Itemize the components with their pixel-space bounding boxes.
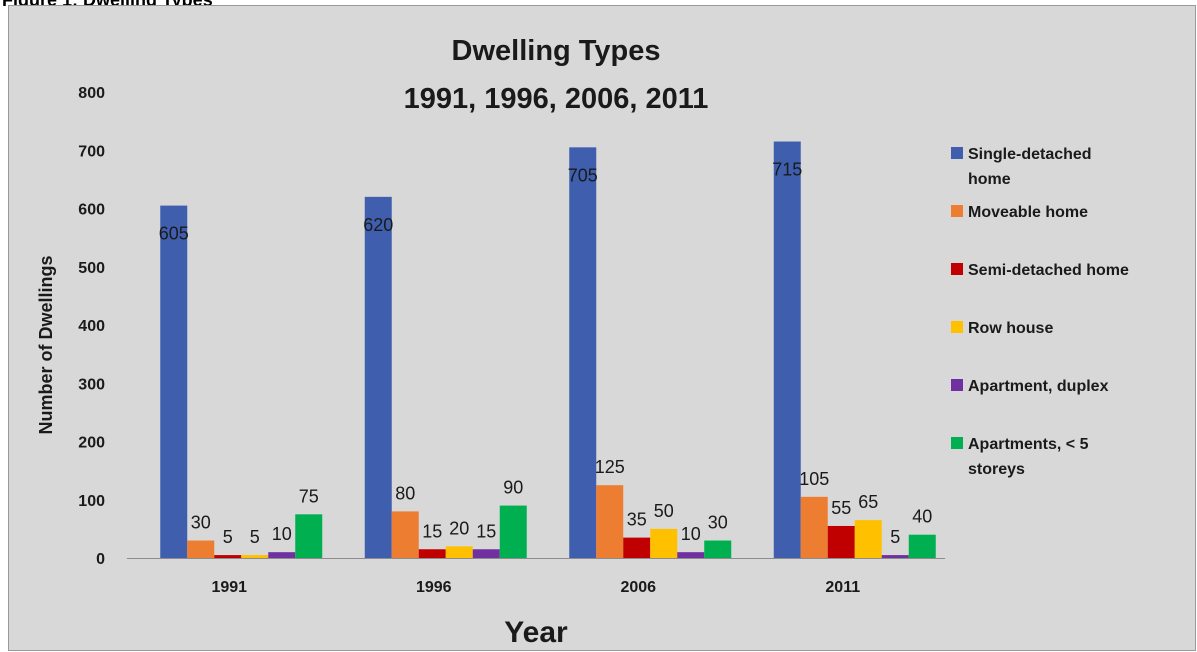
data-label: 30 (708, 513, 728, 533)
legend-item: Single-detached home (951, 146, 1092, 188)
legend-swatch (951, 437, 963, 449)
bar (773, 141, 801, 558)
data-label: 90 (503, 478, 523, 498)
bar (472, 549, 500, 558)
data-label: 50 (654, 501, 674, 521)
legend-label: storeys (968, 461, 1025, 478)
chart-title-line: 1991, 1996, 2006, 2011 (404, 83, 709, 115)
data-label: 105 (799, 469, 829, 489)
legend-item: Apartment, duplex (951, 378, 1109, 395)
data-label: 15 (476, 521, 496, 541)
data-label: 715 (772, 160, 802, 180)
data-label: 705 (568, 165, 598, 185)
data-label: 20 (449, 518, 469, 538)
bar-series-group (160, 141, 936, 558)
data-label: 35 (627, 510, 647, 530)
chart-title-line: Dwelling Types (452, 35, 661, 67)
bar (295, 514, 323, 558)
dwelling-types-chart: Dwelling Types 1991, 1996, 2006, 2011 0 10… (36, 35, 1129, 649)
x-tick-label: 2011 (825, 579, 860, 596)
legend-label: home (968, 171, 1011, 188)
bar (241, 555, 269, 558)
legend-swatch (951, 379, 963, 391)
data-label: 55 (831, 498, 851, 518)
y-tick-label: 0 (96, 551, 105, 568)
bar (596, 485, 624, 558)
data-label: 30 (191, 513, 211, 533)
x-tick-label: 1996 (416, 579, 452, 596)
bar (650, 528, 678, 558)
bar (160, 205, 188, 558)
legend-label: Moveable home (968, 204, 1088, 221)
y-tick-label: 500 (78, 260, 105, 277)
legend-swatch (951, 321, 963, 333)
x-axis: 1991 1996 2006 2011 Year (127, 558, 945, 649)
y-tick-label: 200 (78, 435, 105, 452)
legend-swatch (951, 263, 963, 275)
bar (364, 196, 392, 558)
bar (623, 537, 651, 558)
data-label: 65 (858, 492, 878, 512)
legend-label: Row house (968, 320, 1053, 337)
data-label: 75 (299, 486, 319, 506)
legend-item: Apartments, < 5 storeys (951, 436, 1089, 478)
bar (881, 555, 909, 558)
bar (418, 549, 446, 558)
data-label: 10 (272, 524, 292, 544)
y-tick-label: 600 (78, 202, 105, 219)
data-label: 605 (159, 224, 189, 244)
legend-item: Row house (951, 320, 1053, 337)
data-label: 15 (422, 521, 442, 541)
y-tick-label: 100 (78, 493, 105, 510)
bar (704, 540, 732, 558)
data-label: 5 (890, 527, 900, 547)
legend-item: Moveable home (951, 204, 1088, 221)
chart-title: Dwelling Types 1991, 1996, 2006, 2011 (404, 35, 709, 115)
data-label: 5 (250, 527, 260, 547)
data-label: 40 (912, 507, 932, 527)
bar (268, 552, 296, 558)
y-axis-title: Number of Dwellings (36, 255, 56, 434)
bar (187, 540, 215, 558)
x-tick-label: 1991 (211, 579, 247, 596)
y-axis: 0 100 200 300 400 500 600 700 800 Number of Dwell… (36, 85, 105, 568)
y-tick-label: 300 (78, 376, 105, 393)
legend-label: Semi-detached home (968, 262, 1129, 279)
legend-label: Single-detached (968, 146, 1092, 163)
legend: Single-detached home Moveable home Semi-det… (951, 146, 1129, 478)
data-label: 5 (223, 527, 233, 547)
data-label: 10 (681, 524, 701, 544)
bar (569, 147, 597, 558)
legend-label: Apartment, duplex (968, 378, 1109, 395)
bar (800, 496, 828, 558)
bar (908, 534, 936, 558)
x-tick-label: 2006 (620, 579, 656, 596)
x-axis-title: Year (504, 616, 568, 649)
chart-area: Dwelling Types 1991, 1996, 2006, 2011 0 10… (8, 5, 1196, 651)
data-label: 620 (363, 215, 393, 235)
bar (827, 525, 855, 558)
bar (854, 520, 882, 558)
bar (214, 555, 242, 558)
legend-item: Semi-detached home (951, 262, 1129, 279)
legend-swatch (951, 147, 963, 159)
y-tick-label: 400 (78, 318, 105, 335)
bar (445, 546, 473, 558)
y-tick-label: 800 (78, 85, 105, 102)
legend-swatch (951, 205, 963, 217)
bar (677, 552, 705, 558)
data-label: 125 (595, 457, 625, 477)
legend-label: Apartments, < 5 (968, 436, 1089, 453)
bar (391, 511, 419, 558)
data-label: 80 (395, 483, 415, 503)
bar (499, 505, 527, 558)
y-tick-label: 700 (78, 143, 105, 160)
